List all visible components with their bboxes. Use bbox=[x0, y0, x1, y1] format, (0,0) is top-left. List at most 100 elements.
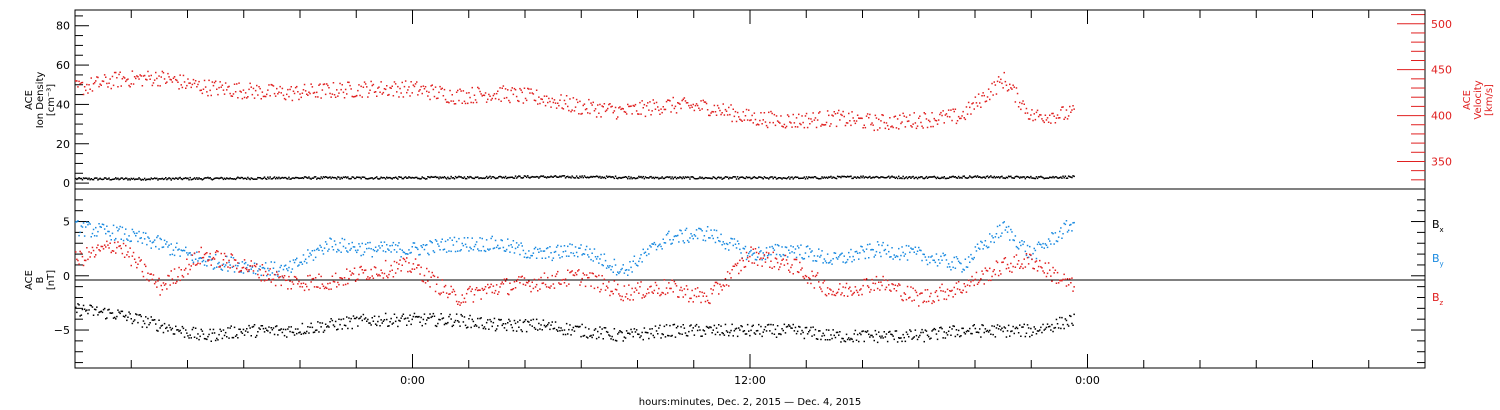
by-series-point bbox=[157, 235, 159, 237]
by-series-point bbox=[130, 240, 132, 242]
bx-series-point bbox=[444, 322, 447, 325]
bz-series-point bbox=[855, 289, 858, 292]
velocity-series-point bbox=[108, 82, 110, 84]
velocity-series-point bbox=[317, 96, 319, 98]
by-series-point bbox=[725, 242, 728, 245]
bx-series-point bbox=[680, 326, 682, 328]
velocity-series-point bbox=[91, 90, 94, 92]
ion-density-series-point bbox=[590, 175, 592, 178]
by-series-point bbox=[173, 254, 176, 257]
velocity-series-point bbox=[916, 125, 919, 127]
velocity-series-point bbox=[923, 112, 925, 114]
bz-series-point bbox=[143, 263, 146, 266]
bz-series-point bbox=[977, 281, 980, 284]
velocity-series-point bbox=[602, 106, 604, 108]
velocity-series-point bbox=[723, 114, 726, 116]
bz-series-point bbox=[430, 276, 432, 278]
by-series-point bbox=[135, 235, 137, 237]
velocity-series-point bbox=[981, 95, 983, 97]
bx-series-point bbox=[492, 321, 495, 324]
ion-density-series-point bbox=[1000, 176, 1002, 178]
bx-series-point bbox=[1034, 328, 1037, 330]
by-series-point bbox=[859, 252, 861, 254]
bz-series-point bbox=[299, 285, 301, 288]
by-series-point bbox=[806, 245, 809, 247]
velocity-series-point bbox=[853, 120, 855, 122]
by-series-point bbox=[763, 255, 766, 257]
by-series-point bbox=[489, 248, 491, 250]
ion-density-series-point bbox=[603, 176, 606, 179]
bx-series-point bbox=[167, 330, 169, 332]
bz-series-point bbox=[81, 255, 84, 258]
velocity-series-point bbox=[80, 82, 83, 84]
bz-series-point bbox=[824, 293, 827, 296]
ion-density-series-point bbox=[441, 176, 443, 179]
velocity-series-point bbox=[442, 95, 445, 97]
ion-density-series-point bbox=[383, 177, 386, 179]
velocity-series-point bbox=[231, 95, 234, 97]
ion-density-series-point bbox=[911, 176, 913, 178]
by-series-point bbox=[672, 239, 674, 241]
ion-density-series-point bbox=[848, 176, 850, 178]
bx-series-point bbox=[657, 333, 659, 335]
by-series-point bbox=[629, 261, 631, 263]
bx-series-point bbox=[359, 317, 361, 319]
by-series-point bbox=[861, 246, 863, 248]
by-series-point bbox=[102, 223, 105, 226]
velocity-series-point bbox=[511, 87, 513, 89]
velocity-series-point bbox=[579, 100, 581, 103]
by-series-point bbox=[775, 253, 778, 256]
velocity-series-point bbox=[522, 102, 525, 104]
velocity-series-point bbox=[470, 101, 472, 104]
by-series-point bbox=[510, 244, 512, 246]
velocity-series-point bbox=[367, 96, 369, 98]
by-series-point bbox=[874, 254, 877, 256]
bz-series-point bbox=[735, 264, 738, 267]
bx-series-point bbox=[519, 319, 521, 321]
bz-series-point bbox=[695, 295, 698, 298]
bz-series-point bbox=[976, 283, 979, 285]
ion-density-series-point bbox=[1003, 177, 1005, 179]
by-series-point bbox=[340, 251, 342, 253]
bz-series-point bbox=[974, 278, 977, 281]
by-series-point bbox=[478, 249, 480, 252]
bx-series-point bbox=[838, 334, 840, 336]
velocity-series-point bbox=[639, 101, 641, 104]
ion-density-series-point bbox=[992, 176, 994, 179]
velocity-series-point bbox=[924, 113, 927, 115]
by-series-point bbox=[760, 250, 762, 252]
bx-series-point bbox=[158, 319, 160, 321]
ion-density-series-point bbox=[256, 178, 258, 180]
ion-density-series-point bbox=[247, 176, 249, 179]
by-series-point bbox=[349, 249, 351, 251]
bz-series-point bbox=[563, 282, 566, 284]
ion-density-series-point bbox=[762, 178, 764, 180]
by-series-point bbox=[976, 243, 979, 245]
bz-series-point bbox=[313, 286, 316, 288]
ion-density-series-point bbox=[736, 176, 739, 178]
bx-series-point bbox=[858, 340, 860, 343]
bz-series-point bbox=[744, 265, 747, 268]
bz-series-point bbox=[700, 301, 702, 304]
by-series-point bbox=[675, 235, 678, 237]
ion-density-series-point bbox=[92, 178, 95, 181]
by-series-point bbox=[1044, 243, 1047, 245]
bz-series-point bbox=[657, 292, 659, 294]
ion-density-series-point bbox=[675, 177, 678, 180]
ion-density-series-point bbox=[102, 178, 105, 180]
by-series-point bbox=[148, 237, 150, 240]
bx-series-point bbox=[772, 324, 774, 326]
velocity-series-point bbox=[226, 89, 228, 91]
bz-series-point bbox=[419, 273, 421, 275]
bz-series-point bbox=[947, 294, 950, 297]
by-series-point bbox=[909, 251, 911, 254]
bz-series-point bbox=[903, 292, 905, 294]
bx-series-point bbox=[790, 327, 792, 329]
velocity-series-point bbox=[1032, 119, 1034, 122]
bx-series-point bbox=[179, 329, 181, 332]
bx-series-point bbox=[381, 322, 383, 324]
bx-series-point bbox=[594, 328, 597, 330]
bz-series-point bbox=[845, 282, 848, 285]
by-series-point bbox=[962, 268, 964, 271]
bz-series-point bbox=[307, 275, 309, 277]
